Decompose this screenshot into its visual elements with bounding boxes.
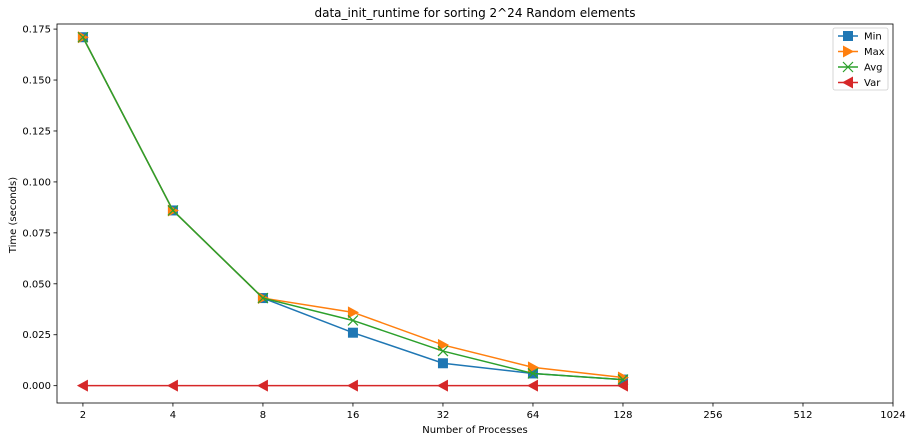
- x-tick-label: 8: [260, 410, 266, 421]
- data-point-var: [76, 379, 88, 392]
- x-tick-label: 1024: [880, 410, 905, 421]
- y-tick-label: 0.000: [22, 381, 51, 392]
- plot-frame: [56, 23, 894, 404]
- y-tick-label: 0.075: [22, 228, 51, 239]
- plot-area: [56, 23, 894, 404]
- data-point-var: [166, 379, 178, 392]
- y-tick-label: 0.175: [22, 25, 51, 36]
- data-point-min: [347, 327, 358, 338]
- chart-title: data_init_runtime for sorting 2^24 Rando…: [315, 6, 636, 20]
- data-point-var: [436, 379, 448, 392]
- legend-label-max: Max: [864, 47, 885, 58]
- data-point-max: [347, 306, 359, 319]
- legend-marker-avg: [842, 61, 854, 73]
- legend: Min Max Avg Var: [832, 27, 889, 91]
- x-axis: 2 4 8 16 32 64 128 256 512 1024: [80, 403, 906, 421]
- data-point-avg: [527, 368, 539, 379]
- data-point-var: [526, 379, 538, 392]
- series-min: [77, 32, 628, 385]
- y-tick-label: 0.050: [22, 279, 51, 290]
- x-tick-label: 16: [347, 410, 360, 421]
- data-point-var: [346, 379, 358, 392]
- legend-marker-max: [843, 45, 854, 58]
- data-point-avg: [347, 315, 359, 326]
- x-tick-label: 512: [793, 410, 812, 421]
- data-point-max: [527, 361, 539, 374]
- legend-label-min: Min: [864, 32, 882, 43]
- y-tick-label: 0.025: [22, 330, 51, 341]
- data-point-avg: [167, 205, 179, 216]
- legend-marker-min: [843, 31, 853, 41]
- data-point-var: [256, 379, 268, 392]
- data-point-avg: [437, 345, 449, 357]
- y-axis-label: Time (seconds): [8, 177, 19, 254]
- series-line-max: [82, 36, 624, 379]
- data-point-avg: [77, 31, 89, 43]
- legend-label-var: Var: [864, 78, 881, 89]
- data-point-avg: [257, 292, 269, 304]
- y-tick-label: 0.100: [22, 177, 51, 188]
- y-tick-label: 0.150: [22, 76, 51, 87]
- x-tick-label: 128: [613, 410, 632, 421]
- data-point-min: [437, 358, 448, 369]
- x-tick-label: 64: [527, 410, 540, 421]
- data-point-max: [437, 338, 449, 351]
- y-axis: 0.000 0.025 0.050 0.075 0.100 0.125 0.150 0.175: [22, 25, 57, 392]
- series-layer: [76, 31, 629, 392]
- data-point-var: [616, 379, 628, 392]
- legend-marker-var: [842, 76, 853, 89]
- x-axis-label: Number of Processes: [422, 425, 527, 436]
- legend-box: [832, 27, 889, 91]
- y-tick-label: 0.125: [22, 126, 51, 137]
- x-tick-label: 4: [170, 410, 176, 421]
- x-tick-label: 2: [80, 410, 86, 421]
- data-point-max: [617, 371, 629, 384]
- x-tick-label: 256: [703, 410, 722, 421]
- x-tick-label: 32: [437, 410, 450, 421]
- series-var: [76, 379, 628, 392]
- legend-label-avg: Avg: [864, 63, 883, 74]
- series-avg: [77, 31, 629, 385]
